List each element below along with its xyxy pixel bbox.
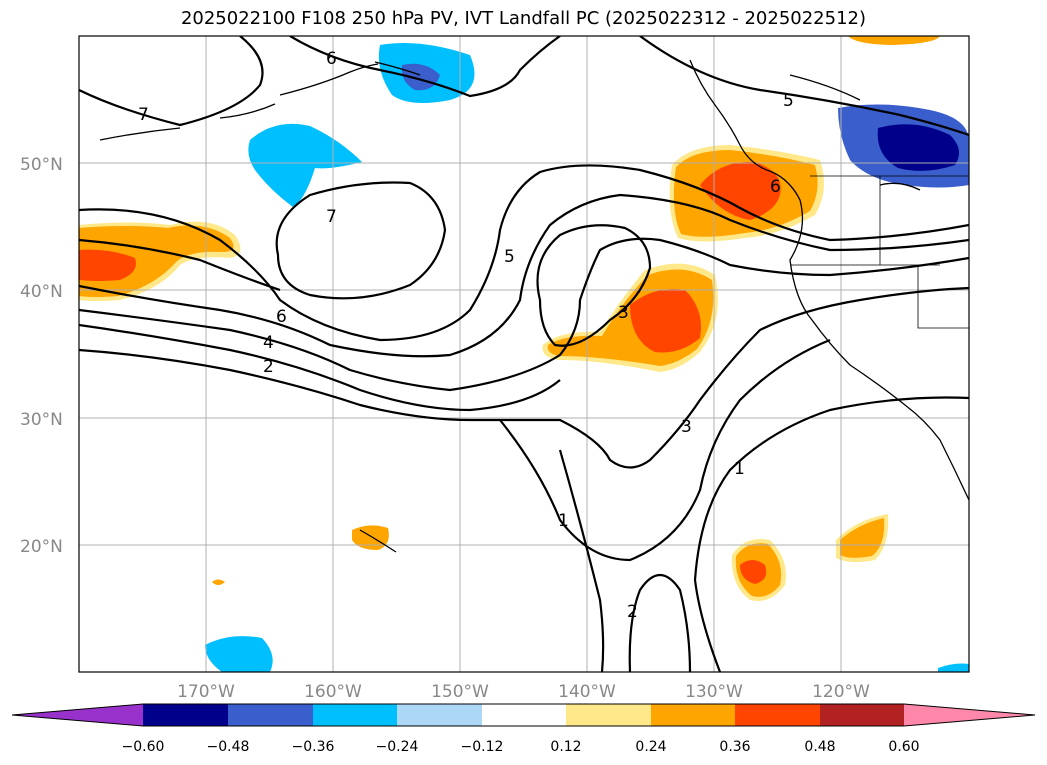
lat-label: 30°N: [20, 410, 63, 430]
neg-anomaly-core: [877, 124, 959, 171]
colorbar-tick: −0.60: [122, 739, 165, 755]
colorbar-under-arrow: [12, 704, 143, 726]
colorbar-tick: 0.60: [888, 739, 919, 755]
map-frame: [78, 35, 970, 673]
contour-label: 2: [263, 357, 274, 377]
pos-anomaly-region: [352, 525, 389, 550]
contour-label: 2: [627, 602, 638, 622]
contour-label: 1: [558, 511, 569, 531]
coastlines: [99, 59, 969, 553]
contour-labels: 7 6 5 7 5 6 6 4 2 3 3 1 1 2: [138, 49, 794, 622]
pv-contours: [79, 36, 969, 672]
lon-label: 170°W: [177, 682, 235, 702]
contour-label: 5: [783, 91, 794, 111]
colorbar-ticks: −0.60 −0.48 −0.36 −0.24 −0.12 0.12 0.24 …: [122, 739, 920, 755]
colorbar-segment: [651, 704, 735, 726]
contour-label: 6: [326, 49, 337, 69]
contour-label: 3: [618, 303, 629, 323]
borders: [790, 175, 969, 329]
pos-anomaly-region: [212, 579, 225, 585]
pc-shading: [79, 36, 969, 672]
pos-anomaly-core: [700, 161, 781, 220]
pos-anomaly-region: [848, 36, 940, 45]
colorbar-tick: −0.48: [207, 739, 250, 755]
pos-anomaly-core: [630, 289, 701, 353]
colorbar-tick: 0.24: [635, 739, 666, 755]
colorbar: −0.60 −0.48 −0.36 −0.24 −0.12 0.12 0.24 …: [11, 703, 1036, 755]
pos-anomaly-core: [79, 249, 136, 281]
neg-anomaly-region: [248, 123, 362, 207]
colorbar-over-arrow: [904, 704, 1035, 726]
colorbar-segment: [820, 704, 904, 726]
pos-anomaly-region: [840, 518, 885, 558]
colorbar-tick: 0.12: [550, 739, 581, 755]
lat-label: 20°N: [20, 537, 63, 557]
colorbar-tick: 0.48: [804, 739, 835, 755]
lon-label: 150°W: [431, 682, 489, 702]
colorbar-tick: −0.36: [292, 739, 335, 755]
lat-label: 40°N: [20, 282, 63, 302]
neg-anomaly-core: [401, 63, 440, 91]
contour-label: 7: [326, 207, 337, 227]
contour-label: 6: [770, 177, 781, 197]
colorbar-segment: [566, 704, 651, 726]
neg-anomaly-region: [205, 636, 273, 672]
contour-label: 7: [138, 105, 149, 125]
contour-label: 3: [681, 417, 692, 437]
colorbar-segment: [313, 704, 397, 726]
gridlines: [79, 36, 969, 672]
lon-label: 140°W: [558, 682, 616, 702]
contour-label: 1: [734, 459, 745, 479]
map-title: 2025022100 F108 250 hPa PV, IVT Landfall…: [180, 8, 867, 29]
lon-label: 120°W: [812, 682, 870, 702]
lon-label: 160°W: [304, 682, 362, 702]
colorbar-tick: 0.36: [719, 739, 750, 755]
colorbar-tick: −0.12: [461, 739, 504, 755]
pos-anomaly-core: [740, 560, 767, 584]
colorbar-tick: −0.24: [376, 739, 419, 755]
colorbar-segment: [735, 704, 820, 726]
lat-label: 50°N: [20, 155, 63, 175]
contour-label: 4: [263, 333, 274, 353]
contour-label: 6: [276, 307, 287, 327]
latitude-labels: 50°N 40°N 30°N 20°N: [20, 155, 63, 557]
colorbar-segment: [228, 704, 313, 726]
colorbar-segment: [397, 704, 482, 726]
contour-label: 5: [504, 247, 515, 267]
neg-anomaly-region: [938, 663, 969, 672]
lon-label: 130°W: [685, 682, 743, 702]
colorbar-segment: [482, 704, 566, 726]
colorbar-segment: [143, 704, 228, 726]
longitude-labels: 170°W 160°W 150°W 140°W 130°W 120°W: [177, 682, 870, 702]
